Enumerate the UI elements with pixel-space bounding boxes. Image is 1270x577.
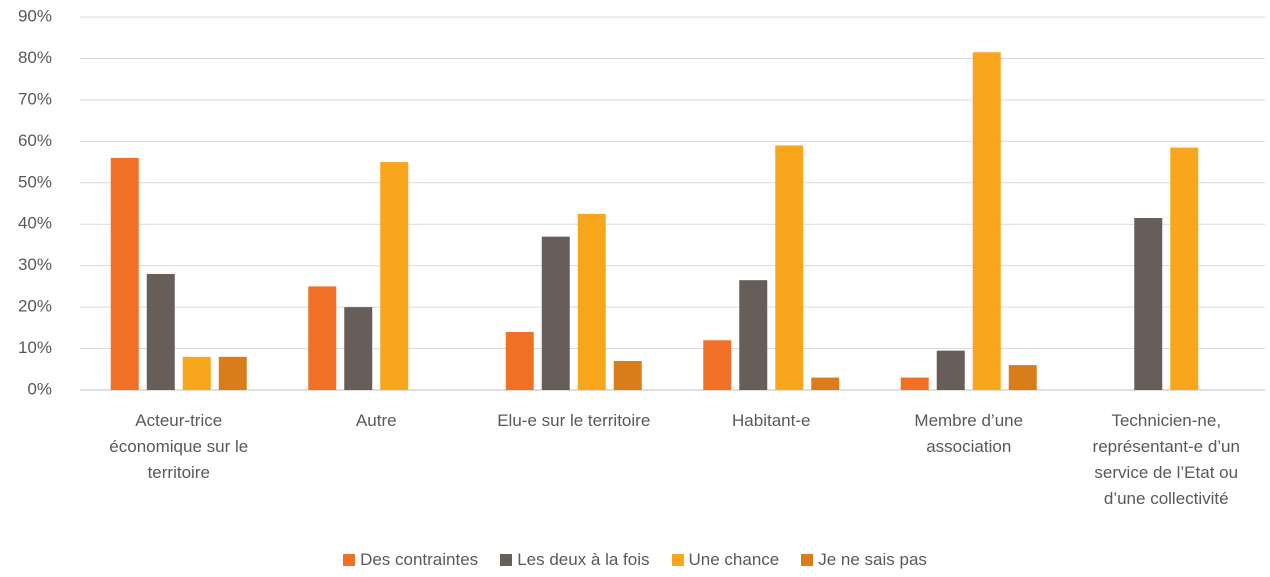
legend-item: Je ne sais pas	[801, 550, 927, 570]
bar	[577, 213, 606, 390]
bar	[110, 157, 139, 390]
x-tick-label: Elu-e sur le territoire	[497, 411, 651, 430]
bar	[1008, 365, 1037, 390]
legend-swatch	[343, 554, 356, 566]
legend-swatch	[671, 554, 684, 566]
bar	[811, 377, 840, 390]
y-tick-label: 30%	[18, 255, 52, 274]
y-tick-label: 60%	[18, 131, 52, 150]
legend: Des contraintes Les deux à la fois Une cha…	[0, 550, 1270, 570]
bar	[182, 356, 211, 390]
y-tick-label: 40%	[18, 214, 52, 233]
y-tick-label: 0%	[27, 379, 52, 398]
y-tick-label: 20%	[18, 297, 52, 316]
legend-label: Des contraintes	[360, 550, 479, 569]
bar	[1134, 218, 1163, 390]
legend-swatch	[801, 554, 814, 566]
bar	[218, 356, 247, 390]
x-tick-label: Membre d’une association	[914, 411, 1024, 456]
bar	[972, 52, 1001, 390]
y-tick-label: 10%	[18, 338, 52, 357]
legend-item: Des contraintes	[343, 550, 478, 570]
bar	[505, 331, 534, 390]
x-tick-label: Acteur-trice économique sur le territoir…	[109, 411, 249, 482]
bar	[1170, 147, 1199, 390]
bar	[380, 162, 409, 390]
bar	[703, 340, 732, 390]
legend-swatch	[500, 554, 513, 566]
bar	[936, 350, 965, 390]
y-tick-label: 80%	[18, 48, 52, 67]
bar	[541, 236, 570, 390]
legend-label: Les deux à la fois	[517, 550, 650, 569]
bar	[739, 280, 768, 390]
legend-label: Je ne sais pas	[818, 550, 927, 569]
x-tick-label: Autre	[355, 411, 397, 430]
y-tick-label: 50%	[18, 172, 52, 191]
x-tick-label: Technicien-ne, représentant-e d’un servi…	[1092, 411, 1240, 508]
legend-item: Les deux à la fois	[500, 550, 650, 570]
bar	[900, 377, 929, 390]
bar	[775, 145, 804, 390]
bar	[613, 360, 642, 390]
legend-label: Une chance	[688, 550, 780, 569]
y-tick-label: 70%	[18, 89, 52, 108]
bar	[344, 307, 373, 390]
bar	[146, 273, 175, 390]
y-tick-label: 90%	[18, 6, 52, 25]
x-tick-label: Habitant-e	[732, 411, 811, 430]
bar	[308, 286, 337, 390]
legend-item: Une chance	[671, 550, 780, 570]
